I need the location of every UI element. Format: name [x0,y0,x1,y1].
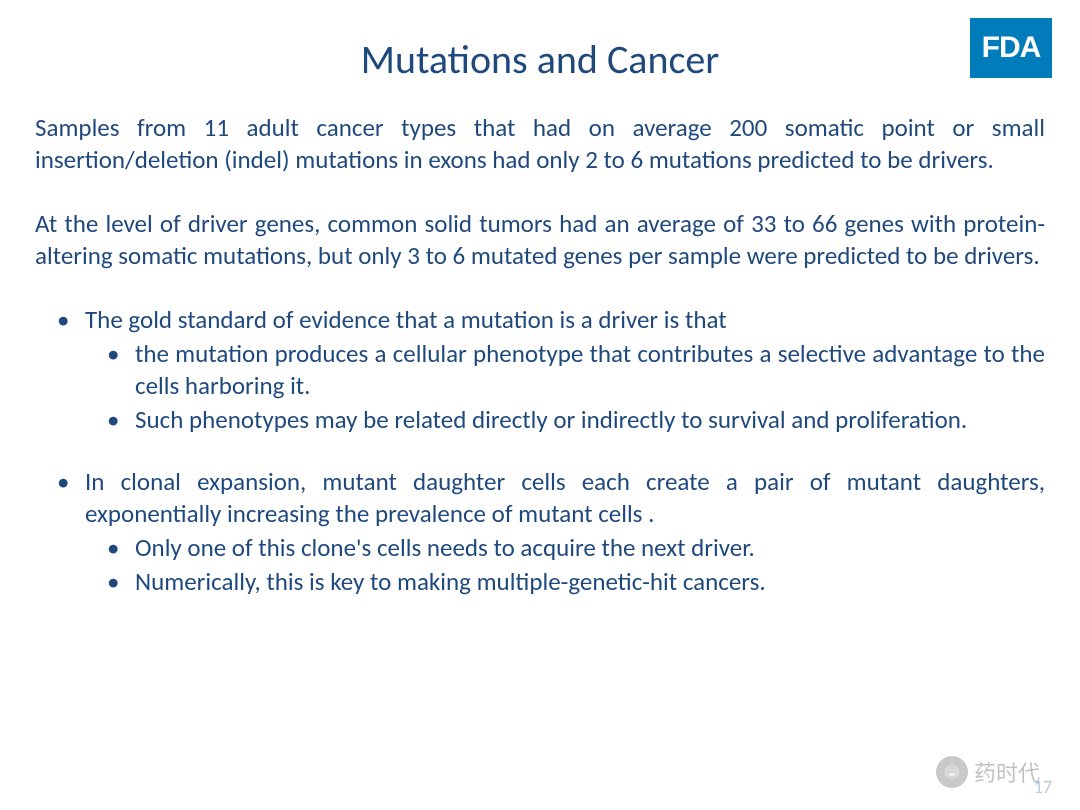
slide-container: FDA Mutations and Cancer Samples from 11… [0,0,1080,810]
watermark: 药时代 [936,756,1040,788]
bullet-l2: Only one of this clone's cells needs to … [35,532,1045,564]
fda-logo: FDA [970,18,1052,78]
watermark-text: 药时代 [974,756,1040,788]
fda-logo-text: FDA [982,31,1041,65]
paragraph-2: At the level of driver genes, common sol… [35,208,1045,272]
slide-title: Mutations and Cancer [35,35,1045,84]
bullet-l2: the mutation produces a cellular phenoty… [35,338,1045,402]
bullet-group-2: In clonal expansion, mutant daughter cel… [35,466,1045,598]
bullet-l2: Numerically, this is key to making multi… [35,566,1045,598]
body-content: Samples from 11 adult cancer types that … [35,112,1045,598]
bullet-group-1: The gold standard of evidence that a mut… [35,304,1045,436]
watermark-icon [936,756,968,788]
paragraph-1: Samples from 11 adult cancer types that … [35,112,1045,176]
bullet-l2: Such phenotypes may be related directly … [35,404,1045,436]
bullet-l1: In clonal expansion, mutant daughter cel… [35,466,1045,530]
bullet-l1: The gold standard of evidence that a mut… [35,304,1045,336]
